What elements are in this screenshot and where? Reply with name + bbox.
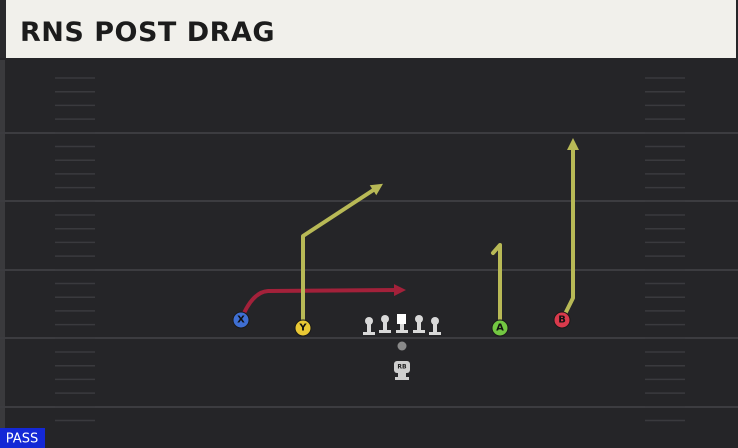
- sideline: [0, 60, 5, 448]
- hash-marks: [55, 77, 685, 422]
- lineman: [379, 315, 391, 333]
- player-y: Y: [294, 319, 312, 337]
- player-x: X: [232, 311, 250, 329]
- player-a: A: [491, 319, 509, 337]
- play-title: RNS POST DRAG: [20, 17, 275, 48]
- quarterback: [397, 341, 407, 351]
- rb-label: RB: [397, 364, 407, 371]
- player-label: B: [558, 315, 566, 326]
- route-y: [301, 183, 384, 330]
- lineman: [413, 315, 425, 333]
- player-label: X: [237, 315, 245, 326]
- offensive-line: [363, 314, 441, 335]
- player-label: Y: [298, 323, 307, 334]
- mode-label: PASS: [6, 432, 38, 447]
- yard-lines: [0, 132, 738, 408]
- player-b: B: [553, 311, 571, 329]
- center: [396, 314, 408, 333]
- running-back: RB: [394, 361, 410, 380]
- lineman: [429, 317, 441, 335]
- mode-badge: [0, 428, 45, 448]
- player-label: A: [496, 323, 504, 334]
- header-bar: [0, 0, 736, 58]
- header-accent: [0, 0, 6, 58]
- route-a: [491, 243, 502, 330]
- lineman: [363, 317, 375, 335]
